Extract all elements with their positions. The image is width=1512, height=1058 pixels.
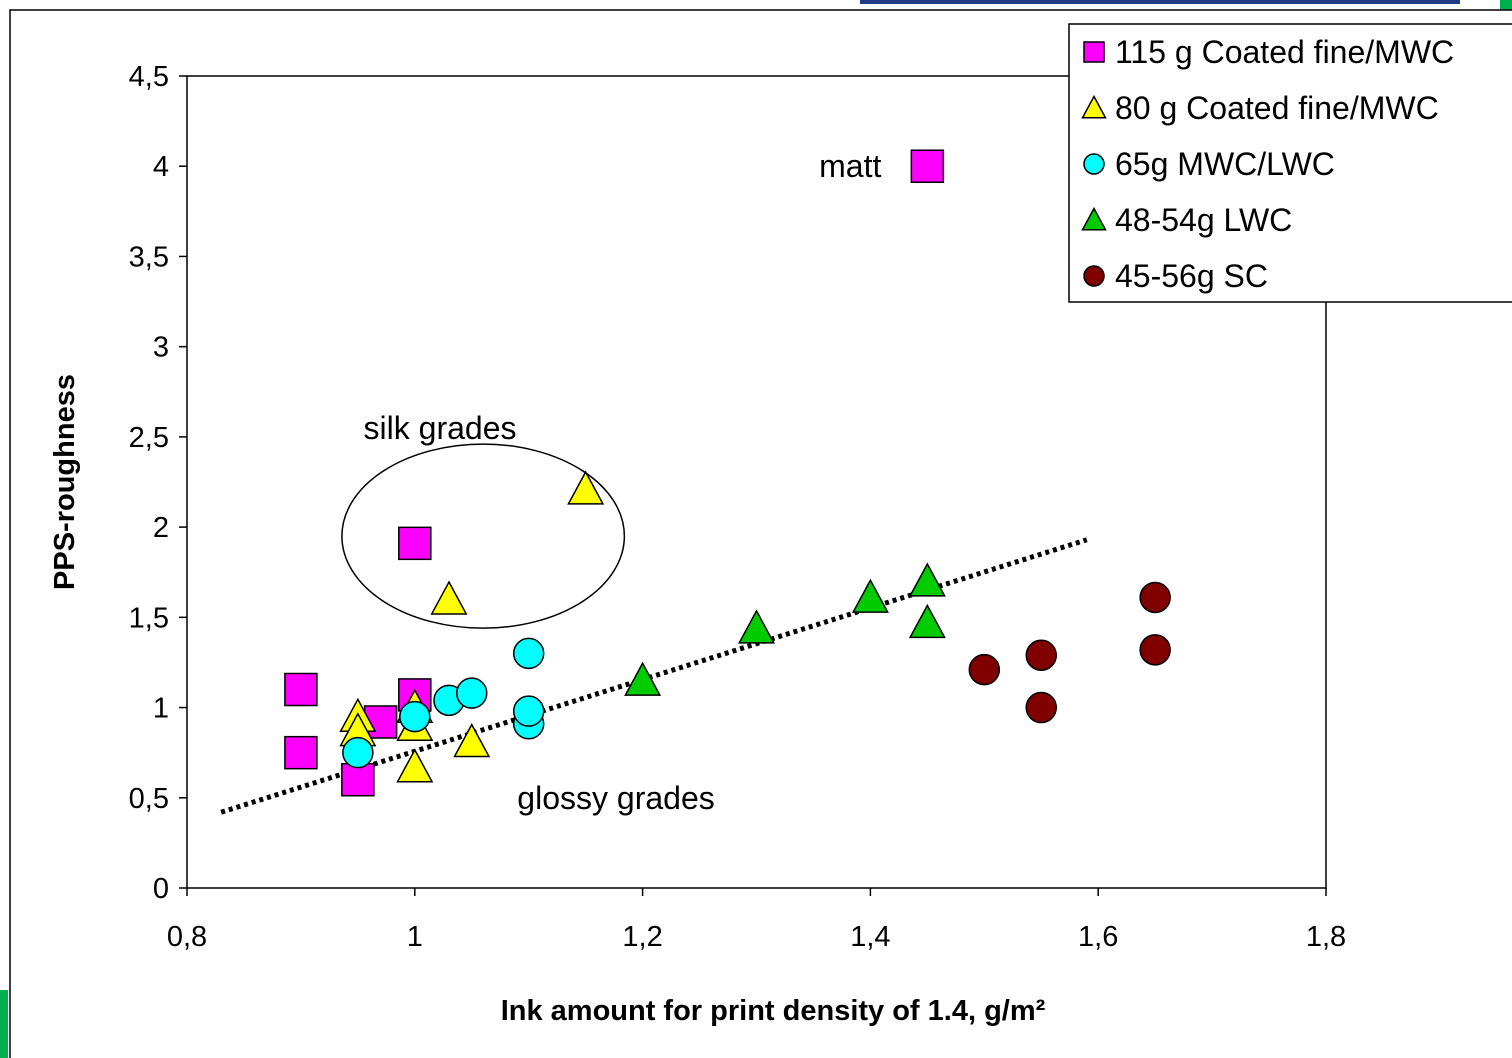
data-point — [567, 470, 605, 505]
legend-item: 48-54g LWC — [1081, 202, 1292, 238]
data-point — [430, 580, 468, 615]
x-tick-label: 1,6 — [1078, 921, 1118, 953]
data-point — [851, 578, 889, 613]
legend-label: 48-54g LWC — [1115, 202, 1292, 238]
y-tick-label: 2 — [153, 512, 169, 544]
data-point — [284, 735, 318, 770]
data-point — [398, 526, 432, 561]
data-point — [512, 695, 545, 727]
series-5 — [968, 581, 1171, 724]
x-axis-title: Ink amount for print density of 1.4, g/m… — [501, 995, 1046, 1027]
legend-item: 80 g Coated fine/MWC — [1081, 90, 1439, 126]
data-point — [1025, 639, 1057, 671]
series-3 — [342, 637, 545, 769]
data-point — [737, 609, 776, 644]
data-point — [968, 653, 1001, 686]
left-edge-accent — [0, 990, 8, 1058]
x-tick-label: 1,8 — [1306, 921, 1346, 953]
data-points — [284, 149, 1171, 797]
annotation-label: silk grades — [364, 410, 517, 446]
legend-label: 65g MWC/LWC — [1115, 146, 1335, 182]
y-tick-label: 2,5 — [129, 422, 169, 454]
data-point — [453, 723, 491, 758]
data-point — [284, 672, 318, 707]
data-point — [908, 603, 946, 639]
annotation-label: glossy grades — [517, 780, 714, 816]
y-tick-label: 1 — [153, 693, 169, 725]
y-tick-label: 0,5 — [129, 783, 169, 815]
series-4 — [624, 562, 946, 696]
legend-item: 65g MWC/LWC — [1083, 146, 1335, 182]
legend-marker — [1083, 41, 1105, 63]
data-point — [910, 149, 945, 183]
data-point — [908, 562, 946, 597]
data-point — [456, 677, 488, 709]
y-tick-label: 3 — [153, 332, 169, 364]
data-point — [1139, 581, 1171, 614]
legend-marker — [1083, 265, 1105, 287]
data-point — [341, 762, 375, 797]
data-point — [1025, 691, 1057, 724]
y-axis-title: PPS-roughness — [49, 374, 81, 590]
y-tick-label: 4 — [153, 151, 169, 183]
legend-label: 80 g Coated fine/MWC — [1115, 90, 1439, 126]
top-banner-fragment — [860, 0, 1460, 4]
legend-item: 45-56g SC — [1083, 258, 1268, 294]
axes: 0 0,5 1 1,5 2 2,5 3 3,5 4 4,5 0,8 1 1,2 1,4 1,6 1,8 — [129, 61, 1346, 953]
y-tick-label: 3,5 — [129, 241, 169, 273]
x-tick-label: 1,2 — [622, 921, 662, 953]
data-point — [624, 661, 662, 696]
x-tick-label: 1,4 — [850, 921, 890, 953]
y-tick-label: 0 — [153, 873, 169, 905]
y-tick-label: 4,5 — [129, 61, 169, 93]
legend-label: 115 g Coated fine/MWC — [1115, 34, 1454, 70]
overlays: matt silk grades glossy grades — [220, 148, 1088, 816]
legend-marker — [1081, 94, 1107, 119]
legend-marker — [1083, 153, 1105, 175]
y-tick-label: 1,5 — [129, 602, 169, 634]
data-point — [342, 736, 374, 769]
data-point — [399, 700, 431, 733]
data-point — [396, 748, 434, 783]
data-point — [512, 637, 545, 670]
legend-label: 45-56g SC — [1115, 258, 1268, 294]
legend-item: 115 g Coated fine/MWC — [1083, 34, 1454, 70]
legend-marker — [1081, 206, 1107, 231]
silk-grades-ellipse — [341, 443, 626, 629]
legend-box — [1068, 23, 1512, 303]
annotation-label: matt — [819, 148, 881, 184]
legend: 115 g Coated fine/MWC 80 g Coated fine/MW… — [1068, 23, 1512, 303]
x-tick-label: 0,8 — [167, 921, 207, 953]
x-tick-label: 1 — [407, 921, 423, 953]
data-point — [1139, 634, 1171, 666]
